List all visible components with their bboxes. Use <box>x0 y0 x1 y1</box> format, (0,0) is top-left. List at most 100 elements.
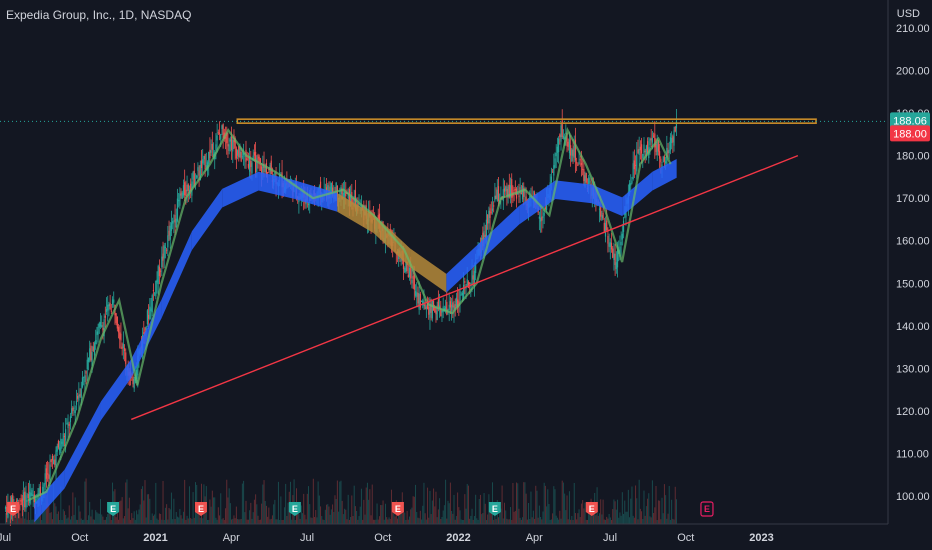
candle-body <box>434 306 436 313</box>
volume-bar <box>181 518 183 524</box>
candle-body <box>210 150 212 153</box>
earnings-marker[interactable]: E <box>194 502 207 516</box>
volume-bar <box>56 513 58 524</box>
volume-bar <box>549 519 551 524</box>
candle-body <box>467 281 470 288</box>
earnings-marker[interactable]: E <box>288 502 301 516</box>
volume-bar <box>513 511 515 524</box>
volume-bar <box>84 481 86 524</box>
volume-bar <box>104 519 106 524</box>
volume-bar <box>411 507 413 524</box>
candle-body <box>419 293 421 308</box>
candle-body <box>506 188 508 196</box>
candle-body <box>449 301 451 308</box>
volume-bar <box>624 500 626 524</box>
volume-bar <box>650 517 652 524</box>
candle-body <box>496 189 498 201</box>
volume-bar <box>138 509 140 524</box>
volume-bar <box>489 509 491 524</box>
volume-bar <box>109 512 111 524</box>
candle-body <box>179 193 181 206</box>
candle-body <box>169 225 171 240</box>
volume-bar <box>442 510 444 524</box>
volume-bar <box>86 519 88 524</box>
volume-bar <box>131 513 133 524</box>
volume-bar <box>173 498 175 524</box>
volume-bar <box>48 503 50 524</box>
volume-bar <box>179 509 181 524</box>
volume-bar <box>476 518 478 524</box>
candle-body <box>645 145 647 157</box>
volume-bar <box>562 482 564 524</box>
volume-bar <box>174 519 176 524</box>
earnings-marker[interactable]: E <box>391 502 404 516</box>
earnings-marker[interactable]: E <box>7 502 20 516</box>
earnings-marker[interactable]: E <box>700 501 714 517</box>
candle-body <box>408 267 411 277</box>
candle-body <box>203 155 205 160</box>
volume-bar <box>225 508 227 524</box>
x-tick-label: Jul <box>300 532 314 544</box>
volume-bar <box>661 497 663 524</box>
candle-body <box>137 356 139 376</box>
volume-bar <box>471 508 473 524</box>
candle-body <box>491 208 494 212</box>
volume-bar <box>50 512 52 524</box>
candle-body <box>425 306 427 309</box>
ema-ribbon-segment <box>294 180 338 212</box>
candle-body <box>178 199 180 202</box>
candle-body <box>238 145 240 158</box>
candle-body <box>255 151 257 173</box>
volume-bar <box>619 512 621 524</box>
candle-body <box>448 304 450 310</box>
earnings-marker-label: E <box>589 504 595 514</box>
candle-body <box>484 234 486 238</box>
candle-body <box>242 152 245 156</box>
volume-bar <box>185 519 187 524</box>
volume-bar <box>101 514 103 524</box>
volume-bar <box>54 503 56 524</box>
candle-body <box>489 208 491 218</box>
candle-body <box>226 132 228 144</box>
support-trendline[interactable] <box>131 154 799 421</box>
volume-bar <box>156 518 158 524</box>
earnings-marker[interactable]: E <box>107 502 120 516</box>
volume-bar <box>24 518 26 524</box>
candle-body <box>513 190 515 192</box>
candle-body <box>236 150 239 156</box>
candle-body <box>155 280 157 297</box>
candle-body <box>73 407 75 409</box>
volume-bar <box>511 519 513 524</box>
earnings-marker[interactable]: E <box>585 502 598 516</box>
volume-bar <box>287 502 289 524</box>
candle-body <box>541 216 543 221</box>
candle-body <box>514 189 516 191</box>
volume-bar <box>663 484 665 524</box>
volume-bar <box>436 517 438 524</box>
candle-body <box>464 281 466 283</box>
volume-bar <box>470 515 472 524</box>
y-tick-label: 170.00 <box>896 193 930 205</box>
candle-body <box>78 394 80 401</box>
candle-body <box>652 135 655 137</box>
earnings-marker[interactable]: E <box>488 502 501 516</box>
volume-bar <box>615 509 617 524</box>
candle-body <box>105 309 108 312</box>
candle-body <box>571 149 573 162</box>
volume-bar <box>623 513 625 524</box>
currency-label: USD <box>896 8 920 20</box>
candle-body <box>554 158 556 168</box>
candle-body <box>246 158 248 160</box>
candle-body <box>48 474 50 479</box>
candle-body <box>633 160 635 170</box>
candle-body <box>638 149 640 156</box>
candle-body <box>662 156 664 163</box>
candle-body <box>85 370 87 374</box>
volume-bar <box>461 519 463 524</box>
volume-bar <box>211 490 213 524</box>
candle-body <box>229 139 231 142</box>
candle-body <box>151 295 153 313</box>
volume-bar <box>525 493 527 524</box>
candle-body <box>341 188 343 200</box>
